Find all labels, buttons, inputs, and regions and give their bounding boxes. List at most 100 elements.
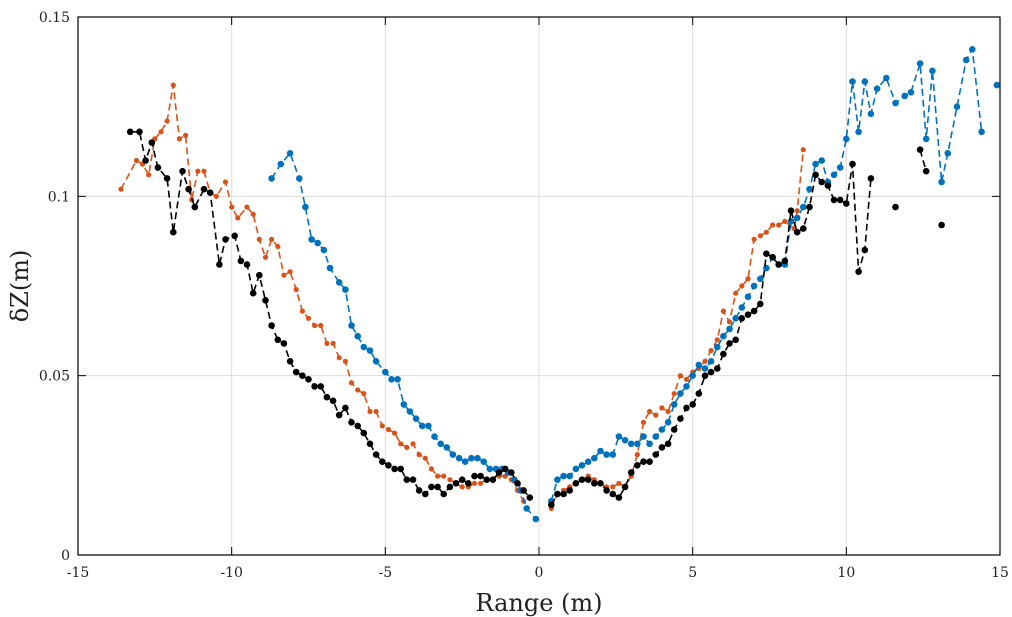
data-point xyxy=(794,208,800,214)
data-point xyxy=(978,128,985,136)
data-point xyxy=(861,246,869,254)
data-point xyxy=(471,480,478,486)
y-tick-label: 0 xyxy=(61,548,70,564)
data-point xyxy=(836,164,844,171)
data-point xyxy=(348,419,355,426)
data-point xyxy=(665,408,671,415)
data-point xyxy=(480,458,488,466)
data-point xyxy=(158,129,164,135)
data-point xyxy=(335,279,343,286)
data-point xyxy=(206,189,214,196)
data-point xyxy=(566,472,573,480)
data-point xyxy=(757,300,764,308)
data-point xyxy=(701,365,709,372)
data-point xyxy=(305,315,312,321)
data-point xyxy=(683,383,690,390)
data-point xyxy=(486,465,494,473)
data-point xyxy=(133,157,139,164)
data-point xyxy=(867,175,875,182)
data-point xyxy=(843,135,850,143)
data-point xyxy=(312,322,318,329)
data-point xyxy=(787,218,795,225)
data-point xyxy=(560,472,567,480)
data-point xyxy=(781,257,789,265)
data-point xyxy=(793,214,801,222)
data-point xyxy=(812,160,819,168)
data-point xyxy=(938,178,945,186)
data-point xyxy=(382,368,389,376)
data-point xyxy=(603,451,610,458)
data-point xyxy=(335,411,343,419)
data-point xyxy=(415,487,423,494)
data-point xyxy=(348,322,355,329)
data-point xyxy=(584,458,592,466)
ticks xyxy=(77,16,1001,556)
data-point xyxy=(392,430,398,436)
series-line xyxy=(919,149,927,172)
data-point xyxy=(459,484,465,490)
data-point xyxy=(526,494,534,501)
data-point xyxy=(738,304,746,311)
data-point xyxy=(751,236,757,242)
data-point xyxy=(409,476,417,484)
data-point xyxy=(634,452,640,458)
data-point xyxy=(640,433,647,440)
data-point xyxy=(670,426,678,433)
data-point xyxy=(597,480,604,487)
data-point xyxy=(329,397,337,405)
x-tick-label: -5 xyxy=(379,565,393,581)
data-point xyxy=(584,476,592,484)
x-tick-label: 10 xyxy=(837,565,855,581)
data-point xyxy=(324,340,330,346)
data-point xyxy=(664,419,672,426)
data-point xyxy=(441,473,447,479)
data-point xyxy=(452,480,460,487)
data-point xyxy=(800,225,807,232)
data-point xyxy=(659,405,665,411)
data-point xyxy=(231,232,238,240)
x-tick-label: -15 xyxy=(67,565,90,581)
data-point xyxy=(136,128,143,136)
data-point xyxy=(501,465,509,473)
data-point xyxy=(406,408,414,415)
data-point xyxy=(431,433,438,440)
y-tick-label: 0.15 xyxy=(39,10,70,26)
data-point xyxy=(916,146,924,153)
data-point xyxy=(714,343,721,351)
data-point xyxy=(548,501,555,509)
data-point xyxy=(299,308,305,314)
data-point xyxy=(422,490,429,498)
data-point xyxy=(416,452,422,458)
data-point xyxy=(281,272,287,278)
data-point xyxy=(302,203,309,211)
data-point xyxy=(255,271,263,279)
data-point xyxy=(403,476,411,484)
data-point xyxy=(373,408,379,415)
data-point xyxy=(812,171,819,179)
data-point xyxy=(867,110,875,118)
data-point xyxy=(609,490,617,498)
data-point xyxy=(830,171,838,179)
data-point xyxy=(262,297,269,304)
grid xyxy=(78,17,1000,555)
data-point xyxy=(354,332,362,340)
data-point xyxy=(154,164,162,171)
data-point xyxy=(195,168,201,174)
data-point xyxy=(292,368,300,376)
data-point xyxy=(200,185,208,193)
data-point xyxy=(720,308,727,314)
data-point xyxy=(532,515,540,523)
data-point xyxy=(305,376,312,383)
data-point xyxy=(861,78,869,85)
data-point xyxy=(385,426,391,433)
data-point xyxy=(164,118,170,124)
data-point xyxy=(763,250,770,257)
data-point xyxy=(818,178,825,186)
y-axis-title: δZ(m) xyxy=(6,250,34,323)
data-point xyxy=(695,390,703,397)
data-point xyxy=(425,422,432,430)
series-1 xyxy=(268,46,1001,523)
data-point xyxy=(495,469,503,476)
series-line xyxy=(120,84,525,502)
data-point xyxy=(471,472,478,480)
